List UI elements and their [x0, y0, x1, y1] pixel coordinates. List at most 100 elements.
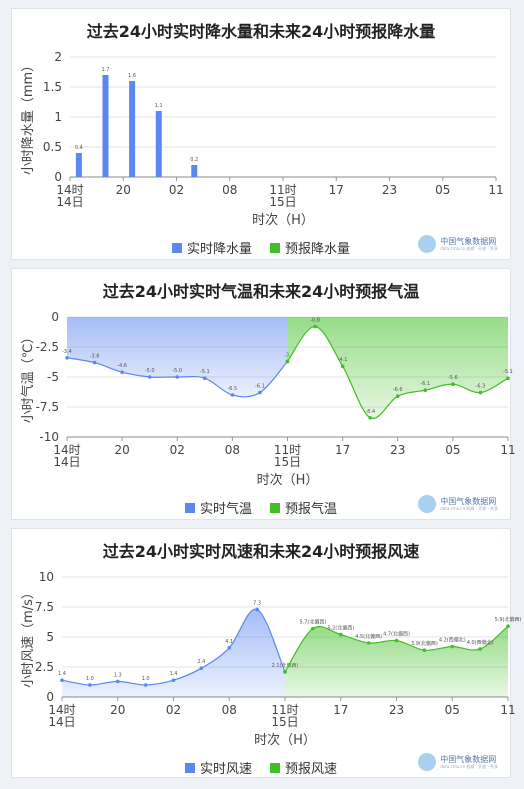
x-tick-label: 05	[445, 443, 460, 457]
x-tick-label: 05	[435, 183, 450, 197]
y-tick-label: -2.5	[36, 340, 59, 354]
forecast-point	[283, 670, 287, 674]
y-tick-label: -5	[47, 370, 59, 384]
legend-actual-temp[interactable]: 实时气温	[184, 498, 252, 517]
legend-actual-precip[interactable]: 实时降水量	[171, 238, 252, 257]
precip-bar	[129, 81, 136, 177]
actual-point	[88, 683, 92, 687]
forecast-data-label: 3.9(北偏西)	[411, 640, 438, 647]
legend-forecast-wind[interactable]: 预报风速	[270, 758, 337, 777]
wind-panel: 过去24小时实时风速和未来24小时预报风速 10 7.5 5 2.5 0 14时 14日 20…	[11, 528, 521, 778]
legend-label-actual: 实时降水量	[186, 242, 252, 257]
actual-data-label: 1.4	[170, 671, 178, 677]
actual-data-label: 2.4	[197, 659, 205, 665]
precip-bar	[155, 111, 162, 177]
forecast-point	[450, 644, 455, 649]
precip-bar	[102, 75, 109, 177]
legend-label-actual: 实时风速	[199, 762, 252, 777]
temp-legend: 实时气温 预报气温	[12, 498, 510, 517]
actual-point	[147, 375, 152, 379]
forecast-data-label: -0.8	[310, 318, 320, 324]
x-tick-sublabel: 14日	[53, 455, 80, 469]
bar-data-label: 1.1	[155, 103, 163, 109]
forecast-data-label: -6.6	[393, 387, 403, 393]
forecast-data-label: 4.7(北偏西)	[383, 631, 410, 638]
y-tick-label: 2.5	[35, 660, 54, 674]
legend-actual-wind[interactable]: 实时风速	[184, 758, 252, 777]
precip-legend: 实时降水量 预报降水量	[12, 238, 510, 257]
forecast-point	[340, 364, 345, 368]
forecast-data-label: 4.5(北偏西)	[355, 633, 382, 640]
forecast-data-label: 4.0(西偏北)	[467, 639, 494, 646]
legend-forecast-temp[interactable]: 预报气温	[270, 498, 337, 517]
forecast-point	[368, 416, 372, 420]
x-tick-sublabel: 15日	[269, 195, 296, 209]
y-tick-label: 0.5	[43, 140, 62, 154]
y-tick-label: 0	[46, 690, 54, 704]
actual-data-label: -5.1	[200, 369, 210, 375]
x-axis-title: 时次（H）	[252, 212, 314, 228]
y-tick-label: 5	[46, 630, 54, 644]
actual-point	[92, 360, 97, 365]
watermark-sub: data.cma.cn 权威 · 开放 · 共享	[440, 246, 498, 251]
actual-data-label: 1.4	[58, 671, 66, 677]
legend-swatch-forecast	[270, 762, 280, 773]
temp-panel: 过去24小时实时气温和未来24小时预报气温 0 -2.5 -5 -7.5 -10 14时 1…	[11, 268, 516, 520]
x-tick-sublabel: 14日	[48, 715, 75, 729]
actual-point	[171, 678, 176, 682]
cma-logo-icon	[418, 235, 437, 253]
x-tick-sublabel: 15日	[271, 715, 298, 729]
watermark: 中国气象数据网 data.cma.cn 权威 · 开放 · 共享	[418, 753, 498, 771]
bar-data-label: 0.2	[190, 157, 198, 163]
legend-forecast-precip[interactable]: 预报降水量	[270, 238, 350, 257]
x-tick-label: 08	[222, 183, 237, 197]
forecast-point	[423, 388, 428, 392]
forecast-data-label: -6.1	[420, 381, 430, 387]
watermark: 中国气象数据网 data.cma.cn 权威 · 开放 · 共享	[418, 235, 498, 253]
y-tick-label: 2	[54, 50, 62, 64]
actual-point	[175, 375, 180, 379]
actual-data-label: 7.3	[253, 600, 261, 606]
x-tick-label: 08	[225, 443, 240, 457]
actual-data-label: -5.0	[172, 368, 182, 374]
legend-swatch-actual	[184, 762, 195, 773]
x-tick-label: 20	[114, 443, 129, 457]
precip-title: 过去24小时实时降水量和未来24小时预报降水量	[86, 22, 436, 41]
y-tick-label: 1	[54, 110, 62, 124]
watermark-sub: data.cma.cn 权威 · 开放 · 共享	[440, 764, 498, 769]
x-tick-label: 23	[389, 703, 404, 717]
x-tick-label: 11	[500, 703, 515, 717]
x-tick-label: 17	[335, 443, 350, 457]
forecast-data-label: 4.2(西偏北)	[439, 637, 466, 644]
wind-title: 过去24小时实时风速和未来24小时预报风速	[102, 542, 420, 561]
actual-data-label: -6.5	[227, 386, 237, 392]
forecast-area	[285, 626, 508, 697]
actual-area	[62, 609, 285, 697]
x-tick-label: 23	[390, 443, 405, 457]
legend-label-actual: 实时气温	[199, 502, 252, 517]
actual-data-label: 1.3	[114, 672, 122, 678]
x-tick-label: 08	[222, 703, 237, 717]
y-tick-label: 0	[51, 310, 59, 324]
actual-data-label: -3.4	[62, 349, 72, 355]
actual-data-label: -4.6	[117, 363, 127, 369]
actual-data-label: 1.0	[86, 676, 94, 682]
forecast-data-label: -8.4	[365, 409, 375, 415]
actual-point	[258, 390, 262, 395]
forecast-point	[506, 376, 510, 380]
y-tick-label: -10	[39, 430, 59, 444]
x-tick-label: 17	[333, 703, 348, 717]
forecast-area	[287, 317, 508, 419]
bar-data-label: 0.4	[75, 145, 83, 151]
x-tick-sublabel: 14日	[56, 195, 83, 209]
x-tick-label: 14时	[53, 443, 80, 457]
forecast-data-label: -4.1	[338, 357, 348, 363]
watermark: 中国气象数据网 data.cma.cn 权威 · 开放 · 共享	[418, 495, 498, 513]
x-axis-title: 时次（H）	[254, 732, 316, 748]
actual-area	[67, 317, 288, 397]
actual-data-label: -3.8	[90, 354, 100, 360]
legend-label-forecast: 预报降水量	[285, 242, 351, 257]
actual-point	[115, 679, 120, 684]
cma-logo-icon	[418, 753, 437, 771]
